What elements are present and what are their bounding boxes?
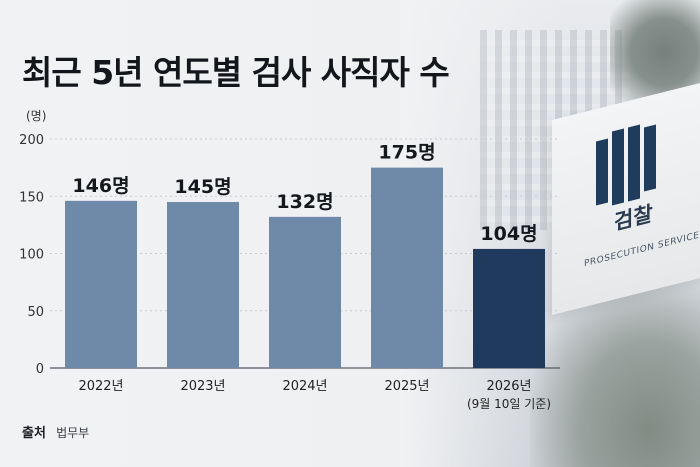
data-label: 145명 — [174, 176, 231, 198]
source-note: 출처 법무부 — [22, 422, 89, 441]
data-label: 146명 — [72, 175, 129, 197]
y-tick-label: 150 — [19, 190, 44, 205]
x-tick-label: 2022년 — [78, 379, 123, 394]
y-tick-label: 0 — [36, 362, 44, 377]
y-unit-label: (명) — [26, 109, 46, 123]
source-label: 출처 — [22, 426, 46, 441]
data-label: 132명 — [276, 191, 333, 213]
x-tick-label: 2025년 — [384, 379, 429, 394]
x-tick-label: 2024년 — [282, 379, 327, 394]
data-label: 104명 — [480, 223, 537, 245]
chart-title: 최근 5년 연도별 검사 사직자 수 — [22, 53, 450, 92]
source-value: 법무부 — [56, 426, 90, 440]
y-tick-label: 100 — [19, 248, 44, 263]
data-label: 175명 — [378, 142, 435, 164]
bar-2026년 — [473, 248, 545, 368]
bar-2024년 — [269, 216, 341, 368]
bar-2025년 — [371, 167, 443, 368]
x-tick-label: 2023년 — [180, 379, 225, 394]
y-tick-label: 200 — [19, 133, 44, 148]
bar-2023년 — [167, 201, 239, 368]
x-tick-note: (9월 10일 기준) — [467, 397, 551, 411]
y-tick-label: 50 — [27, 305, 44, 320]
bar-2022년 — [65, 200, 137, 368]
x-tick-label: 2026년 — [486, 379, 531, 394]
